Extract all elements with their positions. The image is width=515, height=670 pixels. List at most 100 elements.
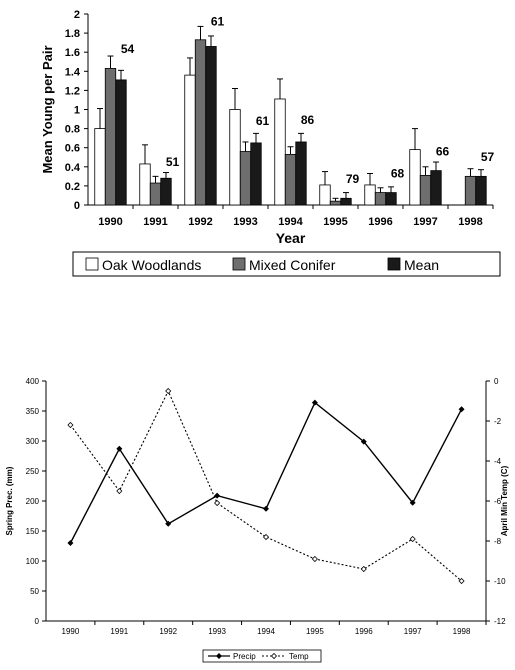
temp-marker bbox=[360, 565, 367, 573]
y-tick-label: 2 bbox=[74, 9, 80, 21]
bar bbox=[340, 197, 352, 206]
sample-size-label: 68 bbox=[391, 166, 405, 180]
bar bbox=[385, 192, 397, 206]
left-tick-label: 50 bbox=[30, 587, 39, 596]
x-tick-label: 1991 bbox=[143, 216, 167, 228]
temp-marker bbox=[311, 555, 318, 563]
x-tick-label: 1992 bbox=[188, 216, 212, 228]
x-tick-label: 1997 bbox=[404, 627, 422, 636]
left-tick-label: 400 bbox=[26, 377, 40, 386]
left-tick-label: 200 bbox=[26, 497, 40, 506]
y-tick-label: 1.6 bbox=[65, 47, 80, 59]
bar bbox=[419, 174, 432, 206]
sample-size-label: 61 bbox=[211, 14, 225, 28]
sample-size-label: 79 bbox=[346, 172, 360, 186]
bar bbox=[319, 184, 331, 206]
precip-marker bbox=[263, 505, 269, 512]
bar bbox=[104, 68, 117, 206]
x-tick-label: 1993 bbox=[233, 216, 257, 228]
bar bbox=[194, 39, 207, 206]
left-axis-title: Spring Prec. (mm) bbox=[5, 466, 14, 535]
x-tick-label: 1990 bbox=[62, 627, 80, 636]
temp-marker bbox=[458, 577, 465, 585]
legend-temp-marker bbox=[270, 652, 278, 660]
bar bbox=[229, 109, 241, 206]
legend-label: Precip bbox=[233, 652, 256, 661]
line-chart: 0 50 100 150 200 250 300 350 400 0 -2 -4 -6 -8 -10 -12 1… bbox=[5, 377, 509, 663]
sample-size-label: 66 bbox=[436, 144, 450, 158]
y-tick-label: 0.2 bbox=[65, 181, 80, 193]
left-tick-label: 150 bbox=[26, 527, 40, 536]
bar bbox=[239, 151, 252, 206]
right-tick-label: -8 bbox=[494, 537, 502, 546]
legend-swatch bbox=[85, 257, 99, 271]
temp-line bbox=[70, 389, 462, 582]
legend-swatch bbox=[387, 257, 401, 271]
bar-legend: Oak Woodlands Mixed Conifer Mean bbox=[72, 251, 501, 277]
legend-label: Mixed Conifer bbox=[249, 257, 336, 273]
sample-size-label: 51 bbox=[166, 155, 180, 169]
y-tick-label: 0 bbox=[74, 200, 80, 212]
y-tick-label: 0.4 bbox=[65, 162, 81, 174]
right-tick-label: -2 bbox=[494, 417, 502, 426]
bar bbox=[295, 141, 307, 206]
legend-box bbox=[72, 251, 501, 277]
bar bbox=[149, 182, 162, 206]
precip-marker bbox=[67, 540, 74, 546]
right-tick-label: -12 bbox=[494, 617, 506, 626]
precip-marker bbox=[165, 520, 172, 527]
precip-marker bbox=[116, 445, 123, 452]
bar bbox=[409, 149, 421, 206]
x-tick-label: 1994 bbox=[257, 627, 275, 636]
legend-label: Temp bbox=[289, 652, 309, 661]
x-tick-label: 1995 bbox=[306, 627, 324, 636]
bar bbox=[160, 177, 172, 206]
bar bbox=[274, 98, 286, 206]
x-tick-label: 1996 bbox=[355, 627, 373, 636]
legend-precip-marker bbox=[216, 653, 222, 659]
x-tick-label: 1992 bbox=[159, 627, 177, 636]
bar bbox=[284, 153, 297, 206]
bar bbox=[139, 163, 151, 206]
left-tick-label: 250 bbox=[26, 467, 40, 476]
bar bbox=[115, 79, 127, 206]
sample-size-label: 61 bbox=[256, 114, 270, 128]
precip-marker bbox=[311, 399, 318, 406]
sample-size-label: 86 bbox=[301, 113, 315, 127]
precip-line bbox=[69, 401, 463, 544]
temp-marker bbox=[116, 487, 123, 495]
legend-label: Mean bbox=[404, 257, 439, 273]
x-tick-label: 1993 bbox=[208, 627, 226, 636]
bar bbox=[94, 128, 106, 206]
line-legend: Precip Temp bbox=[202, 649, 322, 663]
x-tick-label: 1990 bbox=[98, 216, 122, 228]
x-tick-label: 1997 bbox=[413, 216, 437, 228]
temp-marker bbox=[67, 421, 74, 429]
y-axis-title: Mean Young per Pair bbox=[40, 45, 55, 173]
y-tick-label: 1.8 bbox=[65, 28, 80, 40]
bar bbox=[430, 170, 442, 206]
y-tick-label: 1 bbox=[74, 105, 80, 117]
temp-marker bbox=[262, 533, 270, 541]
temp-marker bbox=[165, 387, 172, 395]
bar bbox=[205, 46, 217, 206]
x-tick-label: 1991 bbox=[110, 627, 128, 636]
precip-marker bbox=[409, 499, 416, 506]
left-tick-label: 300 bbox=[26, 437, 40, 446]
temp-marker bbox=[214, 499, 221, 507]
x-axis-title: Year bbox=[276, 230, 306, 246]
legend-swatch bbox=[232, 257, 246, 271]
left-tick-label: 0 bbox=[35, 617, 40, 626]
right-tick-label: 0 bbox=[494, 377, 499, 386]
right-tick-label: -6 bbox=[494, 497, 502, 506]
y-tick-label: 1.4 bbox=[65, 66, 81, 78]
legend-label: Oak Woodlands bbox=[102, 257, 201, 273]
precip-marker bbox=[360, 438, 367, 445]
x-tick-label: 1998 bbox=[453, 627, 471, 636]
bar-chart: 0 0.2 0.4 0.6 0.8 1 1.2 1.4 1.6 1.8 2 1990 1991 1992 1… bbox=[40, 9, 501, 277]
precip-marker bbox=[458, 406, 465, 413]
y-tick-label: 0.8 bbox=[65, 124, 80, 136]
x-tick-label: 1995 bbox=[323, 216, 347, 228]
bar bbox=[364, 184, 376, 206]
bar bbox=[250, 142, 262, 206]
